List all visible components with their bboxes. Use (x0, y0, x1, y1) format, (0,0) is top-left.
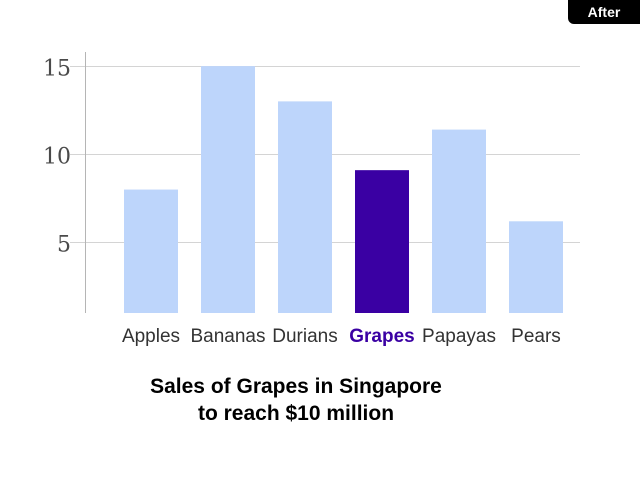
bar-apples (124, 189, 178, 313)
y-tick-label: 5 (57, 233, 71, 258)
y-tick-label: 10 (43, 145, 71, 170)
chart-caption: Sales of Grapes in Singapore to reach $1… (0, 373, 592, 427)
category-label-apples: Apples (122, 326, 180, 347)
caption-line-2: to reach $10 million (197, 402, 395, 425)
category-label-bananas: Bananas (190, 326, 265, 347)
category-label-pears: Pears (511, 326, 561, 347)
after-badge: After (568, 0, 640, 24)
caption-line-1: Sales of Grapes in Singapore (150, 375, 442, 398)
category-labels: Apples Bananas Durians Grapes Papayas Pears (122, 326, 561, 347)
category-label-grapes: Grapes (349, 326, 414, 347)
bar-bananas (201, 66, 255, 313)
bar-papayas (432, 129, 486, 313)
category-label-papayas: Papayas (422, 326, 496, 347)
bars (124, 66, 563, 313)
bar-grapes (355, 170, 409, 313)
bar-chart: 5 10 15 Apples Bananas Durians Grapes Papayas P… (43, 52, 580, 347)
y-tick-labels: 5 10 15 (43, 57, 71, 258)
bar-durians (278, 101, 332, 313)
y-tick-label: 15 (43, 57, 71, 82)
bar-pears (509, 221, 563, 313)
category-label-durians: Durians (272, 326, 337, 347)
